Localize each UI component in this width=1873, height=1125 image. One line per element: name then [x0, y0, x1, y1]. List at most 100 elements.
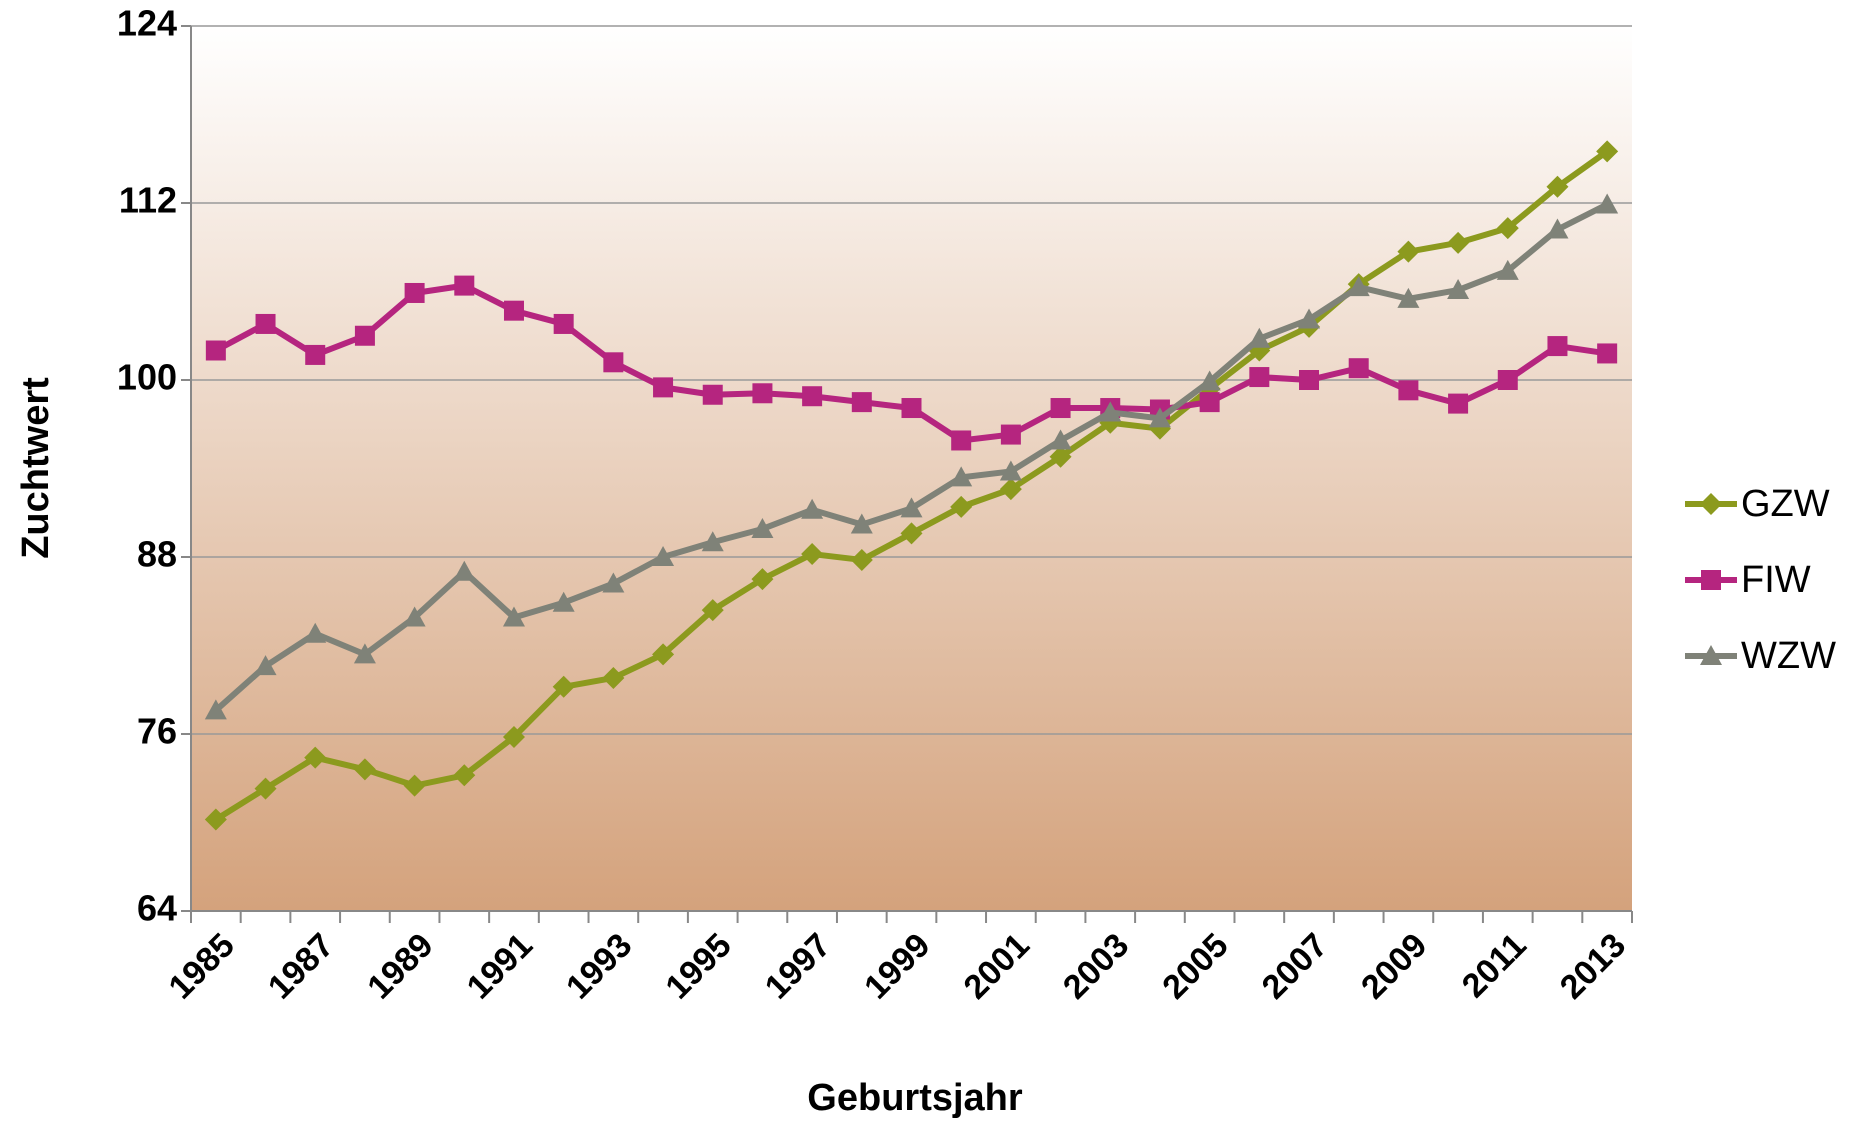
x-tick-label: 1997 — [758, 926, 838, 1006]
y-tick-label: 100 — [117, 357, 177, 398]
data-point — [752, 383, 773, 404]
data-point — [1447, 279, 1470, 300]
data-point — [353, 643, 376, 664]
data-point — [305, 344, 326, 365]
data-point — [503, 300, 524, 321]
x-tick-label: 1999 — [857, 926, 937, 1006]
data-point — [1546, 218, 1569, 239]
data-point — [1546, 175, 1569, 198]
data-point — [1248, 327, 1271, 348]
data-point — [950, 466, 973, 487]
data-point — [204, 699, 227, 720]
data-point — [701, 531, 724, 552]
y-tick-label: 76 — [137, 711, 177, 752]
data-point — [454, 275, 475, 296]
data-point — [602, 572, 625, 593]
legend-label: FIW — [1741, 559, 1811, 601]
data-point — [1596, 193, 1619, 214]
data-point — [1249, 367, 1270, 388]
data-point — [304, 622, 327, 643]
x-tick-label: 1993 — [559, 926, 639, 1006]
data-point — [951, 430, 972, 451]
x-tick-label: 1995 — [658, 926, 738, 1006]
data-point — [453, 764, 476, 787]
data-point — [1497, 370, 1518, 390]
data-point — [850, 548, 873, 571]
data-point — [901, 398, 922, 419]
y-tick-label: 124 — [117, 3, 177, 44]
data-point — [652, 643, 675, 666]
data-point — [502, 606, 525, 627]
data-point — [1398, 380, 1419, 401]
data-point — [1547, 336, 1568, 357]
x-tick-label: 1987 — [261, 926, 341, 1006]
data-point — [801, 543, 824, 566]
x-axis-title: Geburtsjahr — [807, 1077, 1023, 1119]
data-point — [1597, 343, 1618, 364]
y-tick-label: 88 — [137, 534, 177, 575]
data-point — [552, 675, 575, 698]
data-point — [1049, 445, 1072, 468]
x-tick-label: 2009 — [1354, 926, 1434, 1006]
data-point — [602, 666, 625, 689]
data-point — [603, 352, 624, 373]
data-point — [205, 340, 226, 361]
data-point — [1050, 398, 1071, 419]
data-point — [254, 655, 277, 676]
x-tick-label: 2011 — [1455, 926, 1534, 1005]
data-point — [453, 560, 476, 581]
data-point — [701, 599, 724, 622]
data-point — [403, 774, 426, 797]
x-tick-label: 1989 — [360, 926, 440, 1006]
data-point — [900, 522, 923, 545]
data-point — [403, 606, 426, 627]
data-point — [1496, 217, 1519, 240]
x-tick-label: 2003 — [1056, 926, 1136, 1006]
data-point — [851, 392, 872, 413]
x-tick-label: 1991 — [460, 926, 540, 1006]
legend-label: GZW — [1741, 483, 1830, 525]
data-point — [950, 495, 973, 518]
data-point — [999, 460, 1022, 481]
data-point — [1000, 424, 1021, 445]
data-point — [255, 313, 276, 334]
x-tick-label: 2007 — [1255, 926, 1335, 1006]
data-point — [653, 377, 674, 398]
data-point — [1198, 370, 1221, 391]
data-point — [1148, 407, 1171, 428]
data-point — [801, 498, 824, 519]
legend-marker — [1700, 493, 1722, 515]
data-point — [1397, 287, 1420, 308]
plot-area — [191, 26, 1632, 911]
data-point — [1049, 429, 1072, 450]
data-point — [702, 384, 723, 405]
data-point — [1347, 276, 1370, 297]
data-point — [1448, 393, 1469, 414]
data-point — [999, 478, 1022, 501]
x-tick-label: 2005 — [1155, 926, 1235, 1006]
legend-marker — [1701, 570, 1721, 590]
data-point — [850, 513, 873, 534]
data-point — [354, 325, 375, 346]
data-point — [353, 758, 376, 781]
data-point — [553, 313, 574, 334]
data-point — [751, 568, 774, 591]
data-point — [900, 497, 923, 518]
y-axis-title: Zuchtwert — [15, 377, 57, 559]
data-point — [1298, 308, 1321, 329]
data-point — [1496, 259, 1519, 280]
data-point — [1099, 401, 1122, 422]
y-tick-label: 112 — [119, 180, 177, 221]
data-point — [802, 386, 823, 407]
data-point — [552, 591, 575, 612]
x-tick-label: 2013 — [1553, 926, 1633, 1006]
data-point — [502, 725, 525, 748]
y-tick-label: 64 — [137, 888, 177, 929]
data-point — [404, 282, 425, 303]
legend-label: WZW — [1741, 635, 1836, 677]
legend-marker — [1700, 645, 1722, 665]
data-point — [1299, 370, 1320, 390]
data-point — [1596, 140, 1619, 163]
data-point — [1199, 392, 1220, 413]
